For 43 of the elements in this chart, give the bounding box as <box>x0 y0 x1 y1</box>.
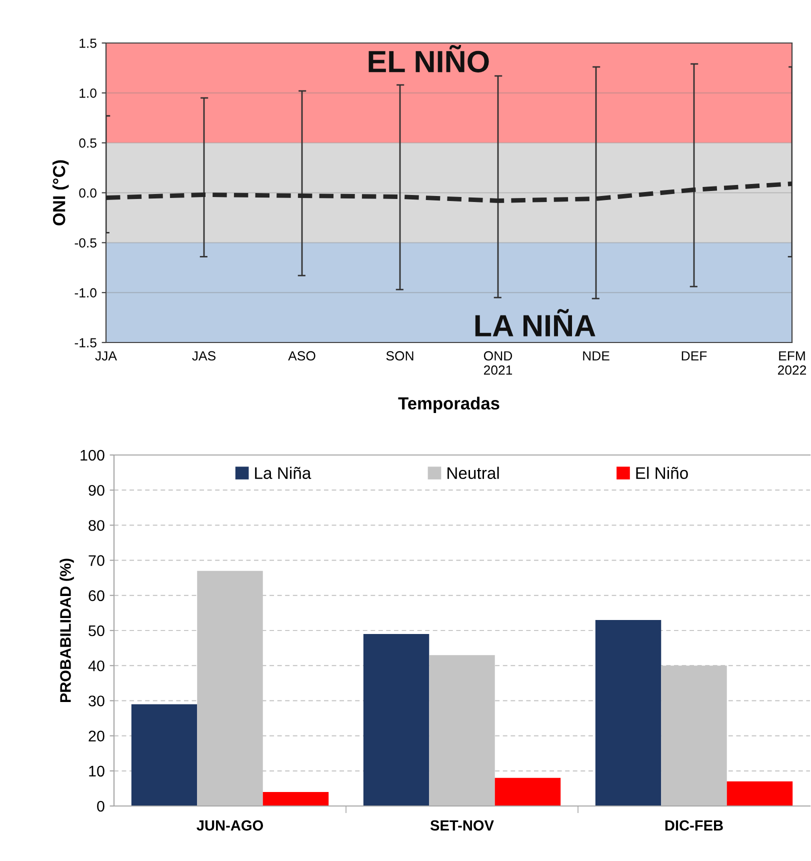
y-tick-label: -1.0 <box>74 288 96 298</box>
x-tick-label: OND 2021 <box>484 351 512 375</box>
legend-label: El Niño <box>636 466 688 479</box>
y-tick-label: 20 <box>88 730 104 742</box>
band-label: EL NIÑO <box>368 44 489 72</box>
x-tick-label: DEF <box>682 351 707 360</box>
legend-label: La Niña <box>255 466 312 479</box>
y-tick-label: 0.0 <box>79 188 96 198</box>
y-tick-label: 80 <box>88 520 104 531</box>
x-tick-label: JJA <box>95 351 117 361</box>
y-tick-label: 100 <box>80 450 104 461</box>
bar <box>494 778 561 806</box>
bar <box>131 704 198 806</box>
y-tick-label: -0.5 <box>74 238 96 248</box>
y-tick-label: 0 <box>97 800 104 812</box>
x-tick-label: DIC-FEB <box>665 820 723 831</box>
x-tick-label: SON <box>386 351 414 361</box>
y-tick-label: -1.5 <box>74 338 96 348</box>
x-axis-title: Temporadas <box>398 396 500 413</box>
y-tick-label: 1.0 <box>80 88 96 98</box>
y-axis-title: PROBABILIDAD (%) <box>60 558 74 702</box>
x-tick-label: SET-NOV <box>430 820 494 831</box>
band-label: LA NIÑA <box>475 309 596 336</box>
y-tick-label: 10 <box>89 766 104 777</box>
x-tick-label: EFM 2022 <box>778 351 806 375</box>
x-tick-label: JUN-AGO <box>196 820 264 831</box>
y-tick-label: 90 <box>88 484 104 496</box>
bar <box>363 634 430 806</box>
legend-label: Neutral <box>448 466 499 479</box>
x-tick-label: NDE <box>583 351 610 360</box>
y-tick-label: 60 <box>88 590 104 602</box>
y-tick-label: 1.5 <box>80 38 96 48</box>
y-axis-title: ONI (°C) <box>52 160 69 226</box>
y-tick-label: 0.5 <box>79 138 96 148</box>
x-tick-label: ASO <box>288 351 316 361</box>
y-tick-label: 30 <box>88 696 104 706</box>
x-tick-label: JAS <box>192 351 216 361</box>
y-tick-label: 50 <box>88 625 104 636</box>
bar <box>262 792 329 806</box>
bar <box>595 620 662 806</box>
y-tick-label: 70 <box>88 555 104 566</box>
bar <box>726 781 793 806</box>
y-tick-label: 40 <box>88 660 104 672</box>
